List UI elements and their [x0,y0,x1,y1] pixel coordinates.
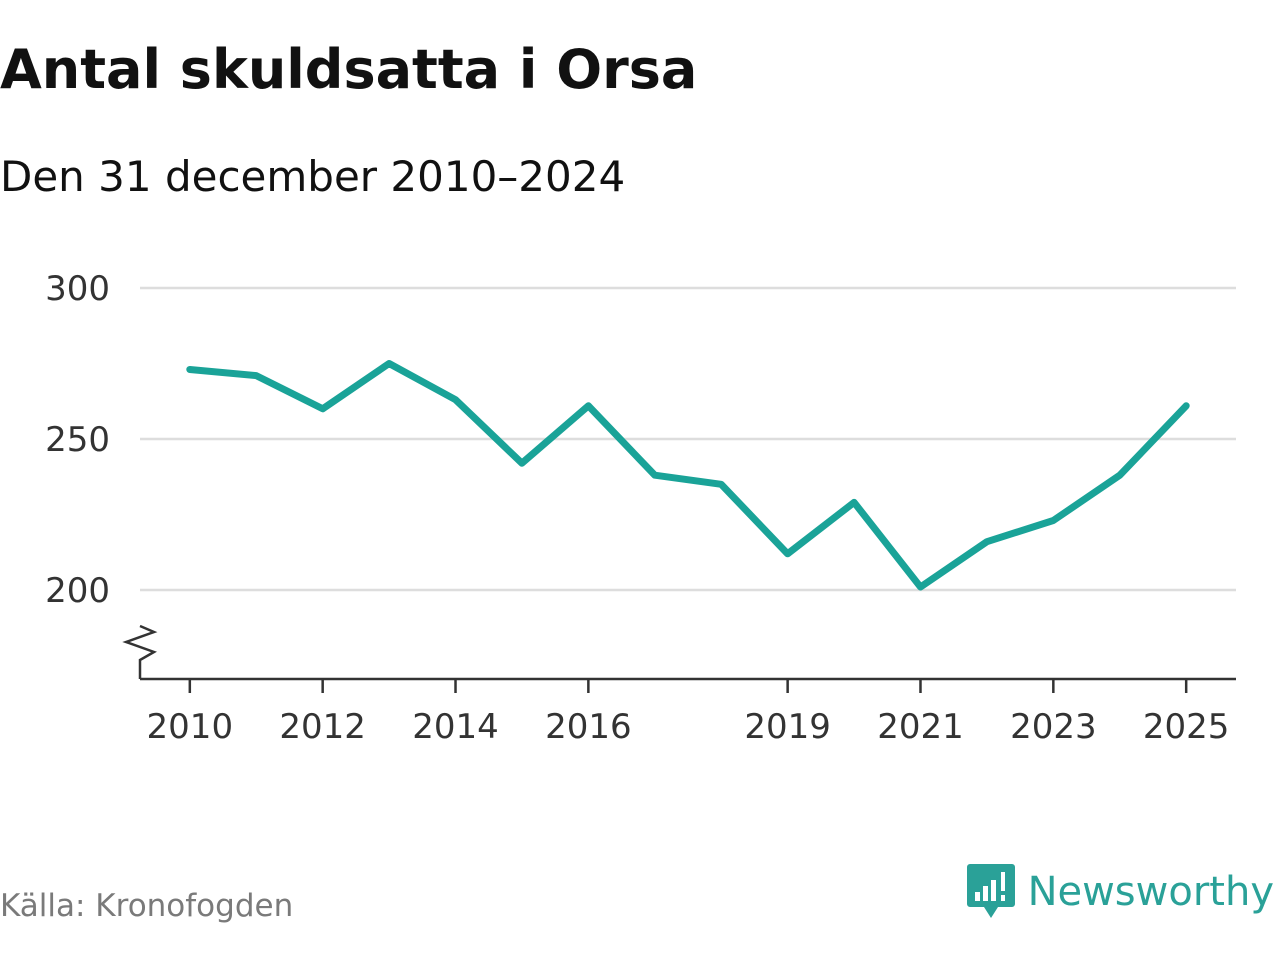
newsworthy-logo-icon [966,864,1015,918]
brand-logo: Newsworthy [966,862,1274,922]
x-tick-label-2016: 2016 [545,707,632,747]
x-tick-label-2012: 2012 [279,707,366,747]
source-note: Källa: Kronofogden [0,888,294,924]
series-layer [186,360,1190,591]
x-tick-label-2023: 2023 [1010,707,1097,747]
x-axis [122,624,1236,681]
x-tick-label-2019: 2019 [744,707,831,747]
axis-break-icon [122,624,158,679]
x-tick-label-2025: 2025 [1143,707,1230,747]
series-line-0 [186,360,1190,591]
x-tick-label-2010: 2010 [147,707,234,747]
y-tick-label-200: 200 [45,571,110,611]
x-axis-ticks: 2010 2012 2014 2016 2019 2021 2023 2025 [147,679,1230,747]
chart-title: Antal skuldsatta i Orsa [0,38,698,101]
x-tick-label-2021: 2021 [877,707,964,747]
grid-lines [140,286,1236,592]
chart-subtitle: Den 31 december 2010–2024 [0,152,626,201]
x-tick-label-2014: 2014 [412,707,499,747]
y-tick-label-300: 300 [45,269,110,309]
brand-name: Newsworthy [1027,869,1274,915]
y-tick-label-250: 250 [45,420,110,460]
y-axis-ticks: 200 250 300 [45,269,110,611]
